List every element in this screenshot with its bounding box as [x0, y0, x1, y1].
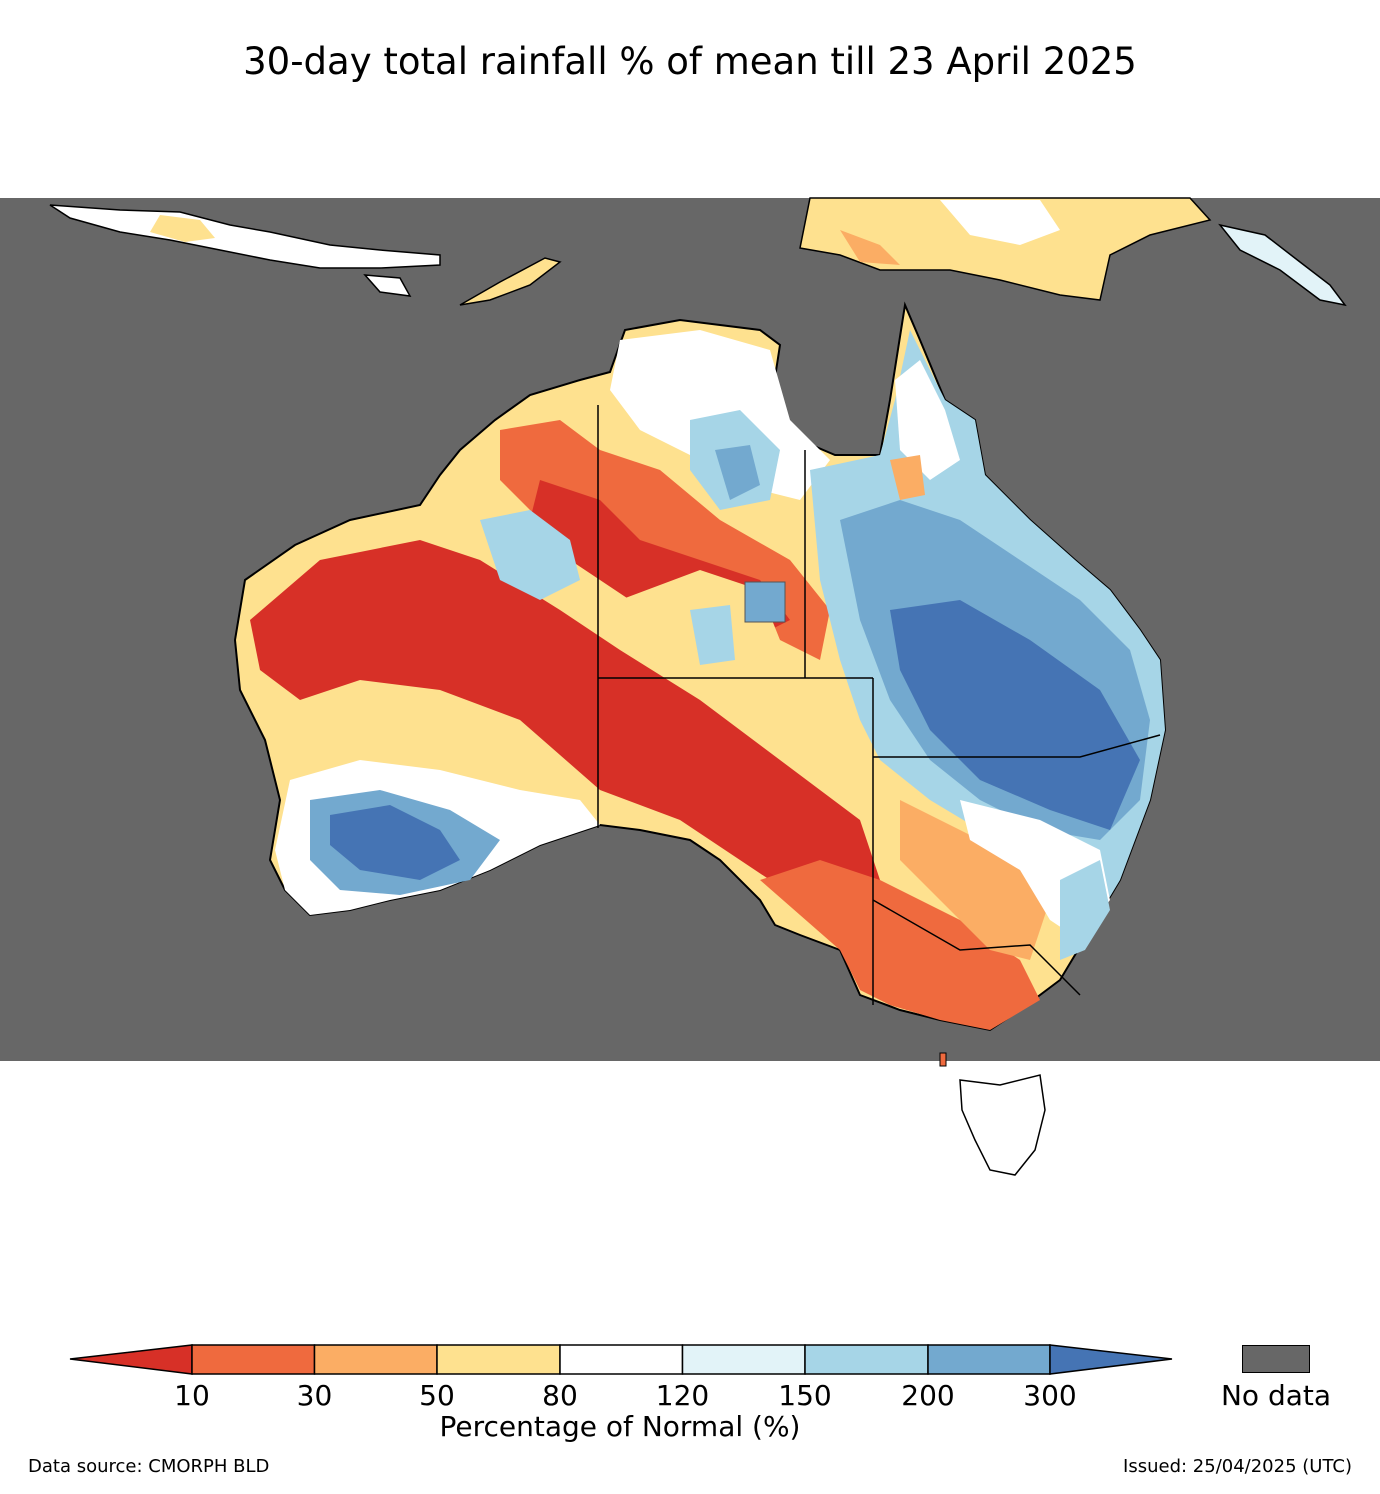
colorbar-tick-80: 80: [542, 1379, 578, 1412]
no-data-label: No data: [1220, 1379, 1332, 1412]
island-ng-orange: [840, 230, 900, 265]
island-solomon: [1218, 223, 1347, 307]
island-timor: [459, 257, 562, 306]
australia-mainland: [233, 301, 1167, 1032]
colorbar-tick-200: 200: [901, 1379, 955, 1412]
no-data-swatch: [1242, 1345, 1310, 1373]
island-new-guinea: [799, 197, 1212, 301]
colorbar-high-extend: [1049, 1344, 1173, 1375]
border-nsw-vic: [872, 899, 1081, 996]
zone-central-blue-square: [744, 581, 786, 623]
colorbar-bin-10-30: [191, 1344, 316, 1375]
zone-10-30-south: [760, 860, 1040, 1030]
data-source: Data source: CMORPH BLD: [28, 1456, 270, 1477]
zone-kimberley-blue: [480, 510, 580, 600]
zone-qld-dark: [890, 600, 1140, 830]
colorbar-bin-80-120: [559, 1344, 684, 1375]
colorbar-bin-200-300: [927, 1344, 1051, 1375]
colorbar-tick-120: 120: [655, 1379, 710, 1412]
colorbar-tick-10: 10: [174, 1379, 210, 1412]
colorbar-tick-50: 50: [419, 1379, 455, 1412]
colorbar-label: Percentage of Normal (%): [439, 1410, 801, 1443]
colorbar-tick-30: 30: [296, 1379, 333, 1412]
islands-north: [49, 197, 1347, 307]
colorbar-tick-150: 150: [778, 1379, 832, 1412]
zone-30-50-se: [900, 800, 1050, 960]
state-borders: [597, 405, 1161, 1005]
colorbar-tick-300: 300: [1023, 1379, 1077, 1412]
colorbar-low-extend: [69, 1344, 193, 1375]
zone-sw-blue-dark: [330, 805, 460, 880]
island-sumba: [363, 274, 412, 297]
island-king: [939, 1052, 947, 1067]
zone-below-10-west: [250, 540, 880, 920]
island-tasmania: [959, 1074, 1046, 1176]
island-java: [49, 204, 441, 269]
issued-date: Issued: 25/04/2025 (UTC): [1123, 1456, 1352, 1477]
colorbar-bin-120-150: [681, 1344, 806, 1375]
colorbar-bin-150-200: [804, 1344, 929, 1375]
island-java-orange: [150, 215, 215, 242]
zone-central-lightblue: [690, 605, 735, 665]
zone-cape-white: [895, 360, 960, 480]
zone-top-end-blue-dark: [715, 445, 760, 500]
colorbar-bin-50-80: [436, 1344, 561, 1375]
colorbar-bin-30-50: [313, 1344, 438, 1375]
zone-qld-orange-patch: [890, 455, 925, 500]
border-qld-nsw: [873, 734, 1161, 758]
map-title: 30-day total rainfall % of mean till 23 …: [243, 40, 1137, 83]
zone-nsw-coast-blue: [1060, 860, 1110, 960]
island-ng-white: [940, 200, 1060, 245]
